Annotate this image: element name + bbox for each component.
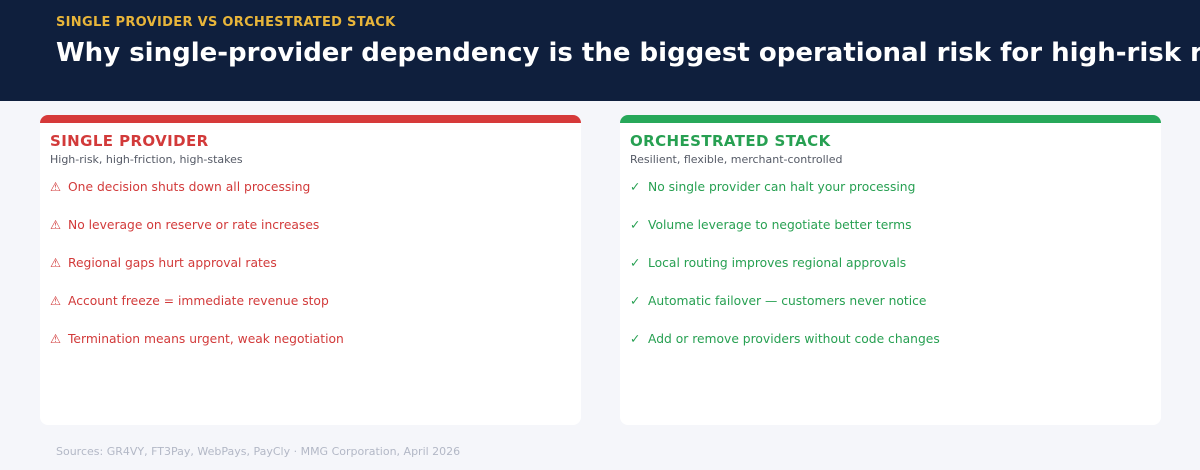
card-accent: [620, 115, 1161, 123]
card: SINGLE PROVIDER High-risk, high-friction…: [40, 115, 581, 425]
item-text: Automatic failover — customers never not…: [648, 294, 927, 308]
item-icon: ✓: [630, 332, 641, 346]
item-icon: ⚠: [50, 332, 62, 346]
item-text: Volume leverage to negotiate better term…: [648, 218, 912, 232]
list-item: ⚠ Termination means urgent, weak negotiat…: [50, 332, 581, 370]
list-item: ⚠ Regional gaps hurt approval rates: [50, 256, 581, 294]
list-item: ⚠ One decision shuts down all processing: [50, 180, 581, 218]
card-subheading: High-risk, high-friction, high-stakes: [50, 153, 243, 166]
item-text: No leverage on reserve or rate increases: [68, 218, 320, 232]
card-accent: [40, 115, 581, 123]
list-item: ⚠ No leverage on reserve or rate increase…: [50, 218, 581, 256]
item-list: ⚠ One decision shuts down all processing ⚠…: [50, 180, 581, 370]
list-item: ✓ Automatic failover — customers never no…: [630, 294, 1161, 332]
card-subheading: Resilient, flexible, merchant-controlled: [630, 153, 843, 166]
item-text: Add or remove providers without code cha…: [648, 332, 940, 346]
item-list: ✓ No single provider can halt your proces…: [630, 180, 1161, 370]
item-text: No single provider can halt your process…: [648, 180, 916, 194]
title: Why single-provider dependency is the bi…: [56, 38, 1200, 68]
list-item: ✓ Volume leverage to negotiate better ter…: [630, 218, 1161, 256]
eyebrow: SINGLE PROVIDER VS ORCHESTRATED STACK: [56, 15, 396, 30]
item-text: Termination means urgent, weak negotiati…: [68, 332, 344, 346]
card: ORCHESTRATED STACK Resilient, flexible, …: [620, 115, 1161, 425]
item-text: One decision shuts down all processing: [68, 180, 311, 194]
item-text: Regional gaps hurt approval rates: [68, 256, 277, 270]
source: Sources: GR4VY, FT3Pay, WebPays, PayCly …: [56, 445, 461, 458]
item-text: Account freeze = immediate revenue stop: [68, 294, 329, 308]
list-item: ✓ Local routing improves regional approva…: [630, 256, 1161, 294]
item-icon: ✓: [630, 294, 641, 308]
card-heading: SINGLE PROVIDER: [50, 132, 209, 150]
item-icon: ⚠: [50, 180, 62, 194]
item-icon: ⚠: [50, 256, 62, 270]
item-icon: ✓: [630, 218, 641, 232]
item-icon: ✓: [630, 256, 641, 270]
item-icon: ⚠: [50, 218, 62, 232]
header: SINGLE PROVIDER VS ORCHESTRATED STACK Wh…: [0, 0, 1200, 101]
item-icon: ⚠: [50, 294, 62, 308]
card-heading: ORCHESTRATED STACK: [630, 132, 831, 150]
list-item: ✓ Add or remove providers without code ch…: [630, 332, 1161, 370]
item-icon: ✓: [630, 180, 641, 194]
list-item: ⚠ Account freeze = immediate revenue stop: [50, 294, 581, 332]
item-text: Local routing improves regional approval…: [648, 256, 907, 270]
list-item: ✓ No single provider can halt your proces…: [630, 180, 1161, 218]
